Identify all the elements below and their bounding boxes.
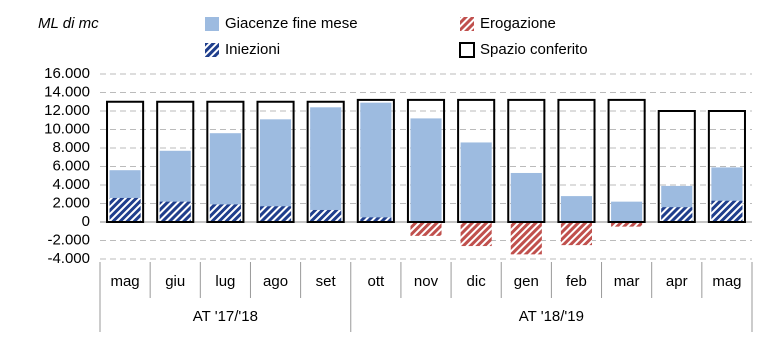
legend-label: Iniezioni	[225, 41, 280, 58]
y-tick-label: 4.000	[52, 176, 90, 193]
capacity-box	[557, 98, 596, 223]
x-tick-label: mar	[614, 273, 640, 290]
capacity-box	[457, 98, 496, 223]
capacity-box	[356, 98, 395, 223]
x-tick-label: mag	[712, 273, 741, 290]
y-tick-label: 16.000	[44, 65, 90, 82]
capacity-box	[657, 110, 696, 223]
bar	[560, 196, 593, 222]
capacity-box	[256, 100, 295, 223]
bar	[360, 217, 392, 222]
capacity-box	[106, 100, 145, 223]
x-tick-label: gen	[514, 273, 539, 290]
capacity-box	[306, 100, 345, 223]
capacity-box	[156, 100, 195, 223]
capacity-box	[507, 98, 546, 223]
y-tick-label: 14.000	[44, 83, 90, 100]
bar	[209, 204, 241, 222]
capacity-box	[206, 100, 245, 223]
y-tick-label: 8.000	[52, 139, 90, 156]
y-tick-label: 12.000	[44, 102, 90, 119]
bar	[259, 119, 292, 222]
y-tick-label: -2.000	[47, 231, 90, 248]
y-tick-label: 0	[82, 213, 90, 230]
bar	[661, 207, 693, 222]
bar	[611, 222, 643, 227]
x-tick-label: mag	[110, 273, 139, 290]
bar	[460, 222, 492, 247]
y-tick-label: 2.000	[52, 194, 90, 211]
x-tick-label: feb	[566, 273, 587, 290]
bar	[510, 222, 542, 255]
x-tick-label: lug	[215, 273, 235, 290]
bar	[410, 118, 442, 222]
legend-label: Giacenze fine mese	[225, 15, 358, 32]
bar	[510, 172, 542, 222]
y-tick-label: 6.000	[52, 157, 90, 174]
bar	[560, 222, 593, 246]
y-tick-label: -4.000	[47, 250, 90, 267]
bar	[310, 107, 342, 222]
capacity-box	[707, 110, 746, 223]
x-tick-label: ott	[368, 273, 386, 290]
bar	[460, 142, 492, 222]
x-tick-label: ago	[263, 273, 288, 290]
x-tick-label: apr	[666, 273, 688, 290]
legend-swatch	[460, 17, 474, 31]
group-label: AT '17/'18	[193, 308, 258, 325]
group-label: AT '18/'19	[519, 308, 584, 325]
x-tick-label: nov	[414, 273, 439, 290]
legend-swatch	[459, 42, 475, 58]
y-tick-label: 10.000	[44, 120, 90, 137]
bar	[259, 206, 292, 222]
legend-label: Spazio conferito	[480, 41, 588, 58]
bar	[611, 201, 643, 222]
capacity-box	[607, 98, 646, 223]
capacity-box	[406, 98, 446, 223]
bar	[310, 209, 342, 222]
legend-label: Erogazione	[480, 15, 556, 32]
legend-swatch	[205, 43, 219, 57]
bar	[109, 197, 141, 222]
bar	[360, 102, 392, 222]
x-tick-label: giu	[165, 273, 185, 290]
x-tick-label: dic	[467, 273, 487, 290]
legend-swatch	[205, 17, 219, 31]
bar	[711, 200, 743, 222]
x-tick-label: set	[316, 273, 337, 290]
bar	[410, 222, 442, 236]
y-axis-title: ML di mc	[38, 15, 99, 32]
bar	[159, 201, 191, 222]
